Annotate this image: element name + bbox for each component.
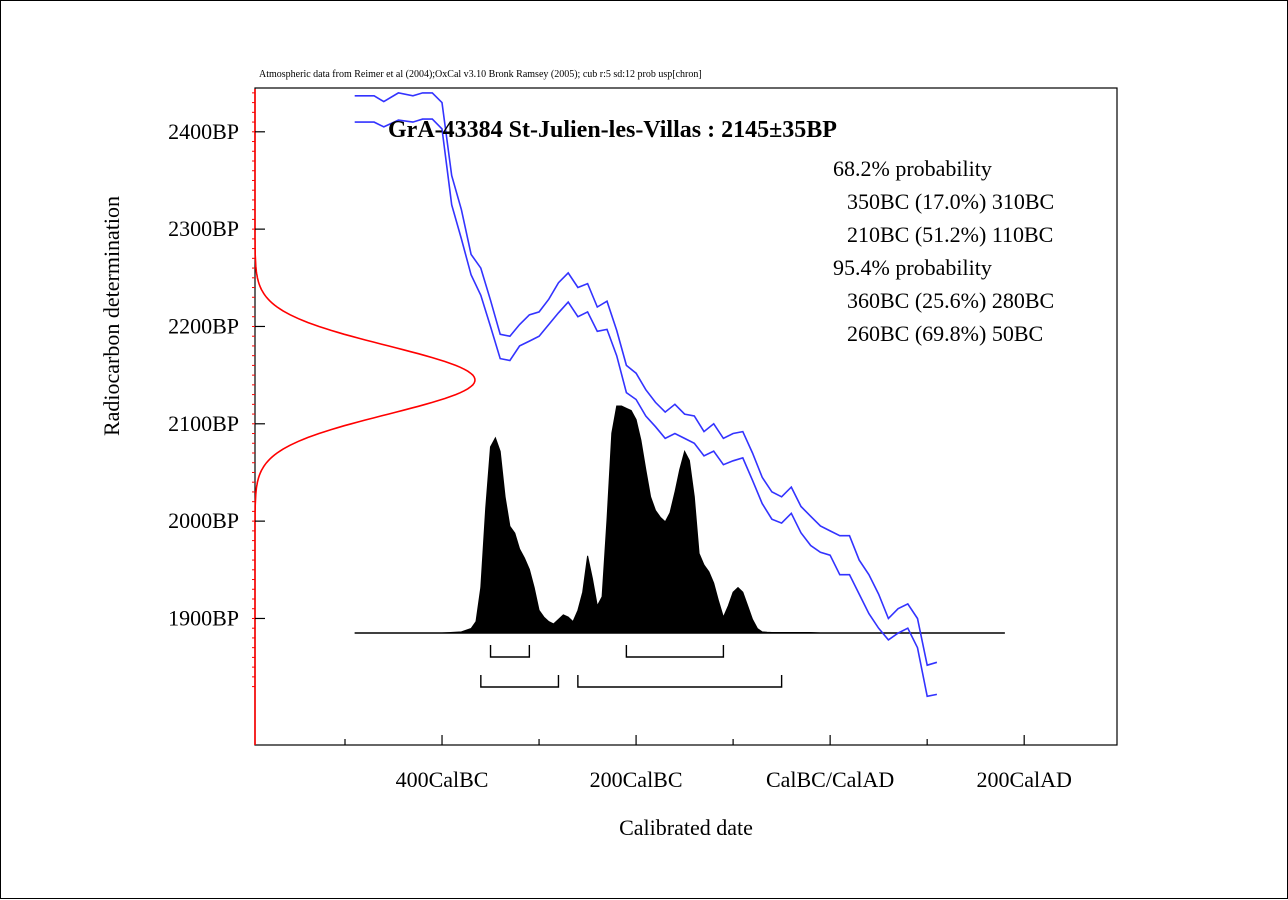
measurement-distribution xyxy=(254,89,476,745)
probability-level: 68.2% probability xyxy=(833,156,992,181)
y-tick-label: 2000BP xyxy=(168,508,239,533)
chart-title: GrA-43384 St-Julien-les-Villas : 2145±35… xyxy=(388,117,837,143)
probability-range: 350BC (17.0%) 310BC xyxy=(847,189,1054,214)
y-tick-label: 2300BP xyxy=(168,216,239,241)
y-axis-label: Radiocarbon determination xyxy=(99,196,124,436)
x-tick-label: 200CalBC xyxy=(590,767,683,792)
range-bracket xyxy=(489,645,531,658)
range-bracket-layer xyxy=(480,645,783,688)
calibration-curve-lower xyxy=(354,118,938,698)
y-tick-label: 2100BP xyxy=(168,411,239,436)
x-axis-label: Calibrated date xyxy=(619,815,753,840)
y-tick-label: 2400BP xyxy=(168,119,239,144)
x-tick-label: 400CalBC xyxy=(396,767,489,792)
posterior-layer xyxy=(354,405,1005,634)
range-bracket xyxy=(577,675,783,688)
chart-header-note: Atmospheric data from Reimer et al (2004… xyxy=(259,69,702,80)
x-tick-label: 200CalAD xyxy=(977,767,1072,792)
probability-legend: 68.2% probability 350BC (17.0%) 310BC 210B… xyxy=(833,156,1054,346)
axis-layer: 400CalBC 200CalBC CalBC/CalAD 200CalAD 2400B… xyxy=(168,119,1072,792)
y-tick-label: 1900BP xyxy=(168,605,239,630)
plot-area xyxy=(254,87,1118,746)
probability-range: 360BC (25.6%) 280BC xyxy=(847,288,1054,313)
posterior-distribution xyxy=(354,405,1005,634)
calibration-curve-upper xyxy=(354,92,938,667)
y-tick-label: 2200BP xyxy=(168,313,239,338)
range-bracket xyxy=(625,645,725,658)
probability-range: 210BC (51.2%) 110BC xyxy=(847,222,1053,247)
measurement-layer xyxy=(252,89,476,745)
probability-range: 260BC (69.8%) 50BC xyxy=(847,321,1043,346)
probability-level: 95.4% probability xyxy=(833,255,992,280)
range-bracket xyxy=(480,675,560,688)
calibration-curve-layer xyxy=(354,92,938,698)
x-tick-label: CalBC/CalAD xyxy=(766,767,894,792)
